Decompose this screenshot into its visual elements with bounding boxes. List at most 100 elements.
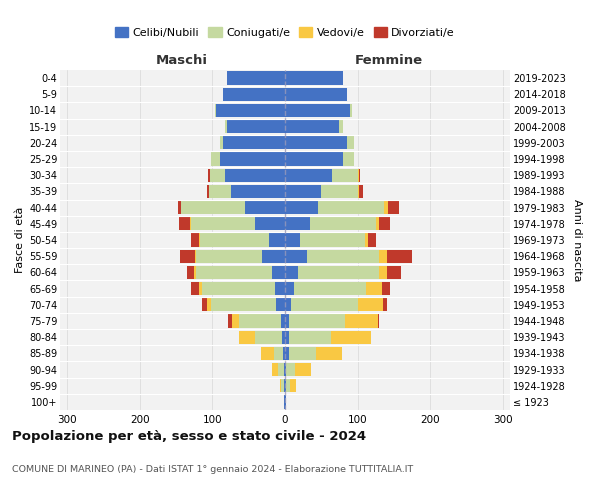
Bar bbox=[208, 298, 211, 312]
Bar bbox=[199, 234, 200, 246]
Bar bbox=[289, 314, 345, 328]
Bar bbox=[366, 282, 382, 295]
Bar bbox=[285, 379, 286, 392]
Bar bbox=[358, 168, 359, 182]
Bar bbox=[239, 314, 281, 328]
Bar bbox=[208, 185, 209, 198]
Bar bbox=[223, 88, 285, 101]
Bar bbox=[229, 314, 232, 328]
Bar bbox=[286, 379, 290, 392]
Bar bbox=[285, 363, 286, 376]
Bar bbox=[208, 168, 209, 182]
Bar bbox=[261, 346, 274, 360]
Text: Popolazione per età, sesso e stato civile - 2024: Popolazione per età, sesso e stato civil… bbox=[12, 430, 366, 443]
Bar bbox=[285, 250, 307, 263]
Bar bbox=[194, 266, 196, 279]
Bar bbox=[285, 282, 294, 295]
Bar bbox=[199, 282, 202, 295]
Bar bbox=[272, 363, 278, 376]
Bar bbox=[191, 234, 199, 246]
Bar bbox=[196, 266, 272, 279]
Bar bbox=[285, 136, 347, 149]
Bar bbox=[379, 217, 390, 230]
Bar bbox=[227, 120, 285, 134]
Bar bbox=[272, 266, 285, 279]
Bar bbox=[365, 234, 368, 246]
Bar bbox=[226, 168, 285, 182]
Bar bbox=[286, 363, 295, 376]
Bar bbox=[340, 120, 343, 134]
Bar bbox=[290, 379, 296, 392]
Bar bbox=[216, 104, 285, 117]
Bar bbox=[378, 314, 379, 328]
Bar bbox=[285, 217, 310, 230]
Bar bbox=[289, 346, 316, 360]
Bar bbox=[196, 250, 262, 263]
Bar bbox=[285, 346, 289, 360]
Bar bbox=[285, 234, 299, 246]
Bar bbox=[299, 234, 365, 246]
Bar bbox=[211, 298, 276, 312]
Bar bbox=[226, 120, 227, 134]
Bar bbox=[285, 314, 289, 328]
Bar bbox=[284, 379, 285, 392]
Bar bbox=[383, 298, 386, 312]
Bar bbox=[284, 396, 285, 408]
Bar bbox=[382, 282, 389, 295]
Bar bbox=[211, 152, 220, 166]
Bar bbox=[283, 346, 285, 360]
Bar bbox=[386, 266, 401, 279]
Bar bbox=[223, 136, 285, 149]
Bar bbox=[275, 282, 285, 295]
Bar bbox=[358, 185, 359, 198]
Bar bbox=[239, 330, 254, 344]
Bar bbox=[281, 314, 285, 328]
Bar bbox=[200, 234, 269, 246]
Bar bbox=[343, 152, 354, 166]
Bar bbox=[316, 346, 341, 360]
Bar bbox=[190, 217, 191, 230]
Bar bbox=[209, 185, 230, 198]
Bar bbox=[385, 201, 388, 214]
Bar bbox=[379, 250, 386, 263]
Bar bbox=[191, 282, 199, 295]
Bar bbox=[202, 282, 275, 295]
Bar bbox=[376, 217, 379, 230]
Bar bbox=[298, 266, 379, 279]
Bar bbox=[278, 363, 284, 376]
Bar bbox=[332, 168, 358, 182]
Bar bbox=[281, 379, 284, 392]
Bar bbox=[307, 250, 379, 263]
Bar bbox=[285, 104, 350, 117]
Bar bbox=[310, 217, 376, 230]
Bar bbox=[262, 250, 285, 263]
Legend: Celibi/Nubili, Coniugati/e, Vedovi/e, Divorziati/e: Celibi/Nubili, Coniugati/e, Vedovi/e, Di… bbox=[110, 23, 460, 42]
Bar bbox=[321, 185, 358, 198]
Bar bbox=[285, 152, 343, 166]
Bar bbox=[388, 201, 399, 214]
Bar bbox=[285, 120, 340, 134]
Bar bbox=[187, 266, 194, 279]
Bar bbox=[350, 104, 352, 117]
Bar bbox=[359, 168, 361, 182]
Bar bbox=[285, 88, 347, 101]
Bar bbox=[285, 185, 321, 198]
Bar bbox=[276, 298, 285, 312]
Bar bbox=[285, 201, 317, 214]
Bar bbox=[227, 72, 285, 85]
Bar bbox=[282, 330, 285, 344]
Bar bbox=[285, 72, 343, 85]
Y-axis label: Fasce di età: Fasce di età bbox=[14, 207, 25, 273]
Bar bbox=[209, 168, 226, 182]
Bar bbox=[181, 250, 195, 263]
Bar bbox=[284, 363, 285, 376]
Bar bbox=[195, 250, 196, 263]
Text: Maschi: Maschi bbox=[155, 54, 208, 68]
Bar bbox=[285, 168, 332, 182]
Bar bbox=[178, 201, 181, 214]
Text: COMUNE DI MARINEO (PA) - Dati ISTAT 1° gennaio 2024 - Elaborazione TUTTITALIA.IT: COMUNE DI MARINEO (PA) - Dati ISTAT 1° g… bbox=[12, 465, 413, 474]
Bar bbox=[191, 217, 254, 230]
Bar bbox=[379, 266, 386, 279]
Bar bbox=[202, 298, 208, 312]
Bar bbox=[232, 314, 239, 328]
